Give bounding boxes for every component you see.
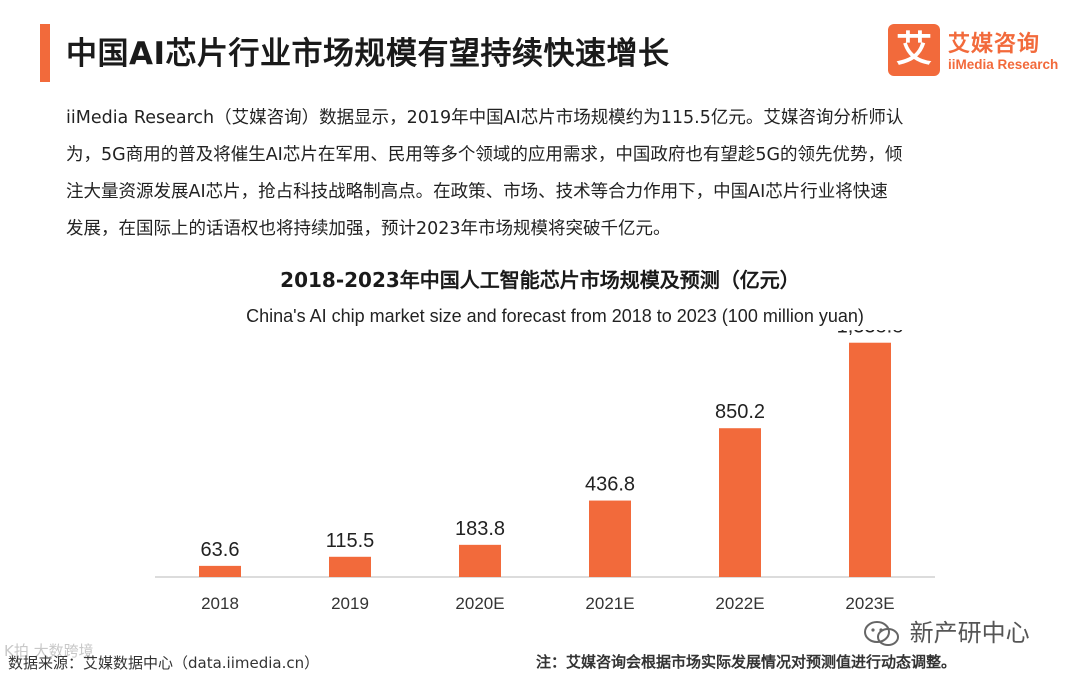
bar-2019 [329, 556, 371, 577]
x-tick-2022E: 2022E [715, 594, 764, 613]
data-label-2019: 115.5 [326, 530, 375, 552]
title-accent-bar [40, 24, 50, 82]
data-label-2018: 63.6 [201, 539, 240, 561]
watermark-right-text: 新产研中心 [909, 619, 1030, 647]
chart-subtitle: China's AI chip market size and forecast… [246, 306, 864, 326]
x-tick-2019: 2019 [331, 594, 369, 613]
bar-chart: 63.6 2018 115.5 2019 183.8 2020E 436.8 2021E 850… [155, 330, 935, 613]
iimedia-logo: 艾 艾媒咨询 iiMedia Research [888, 24, 1068, 78]
forecast-footnote: 注：艾媒咨询会根据市场实际发展情况对预测值进行动态调整。 [536, 653, 957, 671]
bar-2021E [589, 500, 631, 577]
data-label-2021E: 436.8 [585, 474, 635, 496]
logo-chinese-name: 艾媒咨询 [948, 32, 1041, 57]
page-title: 中国AI芯片行业市场规模有望持续快速增长 [66, 36, 670, 72]
data-label-2023E: 1,338.8 [837, 330, 904, 338]
logo-mark: 艾 [888, 24, 940, 76]
chart-title: 2018-2023年中国人工智能芯片市场规模及预测（亿元） [280, 268, 800, 292]
intro-paragraph: iiMedia Research（艾媒咨询）数据显示，2019年中国AI芯片市场… [66, 100, 1036, 248]
x-tick-2020E: 2020E [455, 594, 504, 613]
intro-line: 注大量资源发展AI芯片，抢占科技战略制高点。在政策、市场、技术等合力作用下，中国… [66, 182, 888, 202]
intro-line: 为，5G商用的普及将催生AI芯片在军用、民用等多个领域的应用需求，中国政府也有望… [66, 145, 903, 165]
watermark-right: 新产研中心 [862, 613, 1030, 649]
wechat-icon [864, 621, 899, 646]
data-source: 数据来源：艾媒数据中心（data.iimedia.cn） [8, 654, 320, 672]
x-tick-2021E: 2021E [585, 594, 634, 613]
bar-2023E [849, 342, 891, 577]
x-tick-2018: 2018 [201, 594, 239, 613]
data-label-2020E: 183.8 [455, 518, 505, 540]
intro-line: 发展，在国际上的话语权也将持续加强，预计2023年市场规模将突破千亿元。 [66, 219, 671, 239]
intro-line: iiMedia Research（艾媒咨询）数据显示，2019年中国AI芯片市场… [66, 108, 904, 128]
data-label-2022E: 850.2 [715, 401, 765, 423]
x-tick-2023E: 2023E [845, 594, 894, 613]
watermark-left: K拍 大数跨境 [4, 642, 94, 660]
bar-2018 [199, 565, 241, 577]
bar-2020E [459, 544, 501, 577]
logo-english-name: iiMedia Research [948, 57, 1059, 72]
bar-2022E [719, 428, 761, 577]
